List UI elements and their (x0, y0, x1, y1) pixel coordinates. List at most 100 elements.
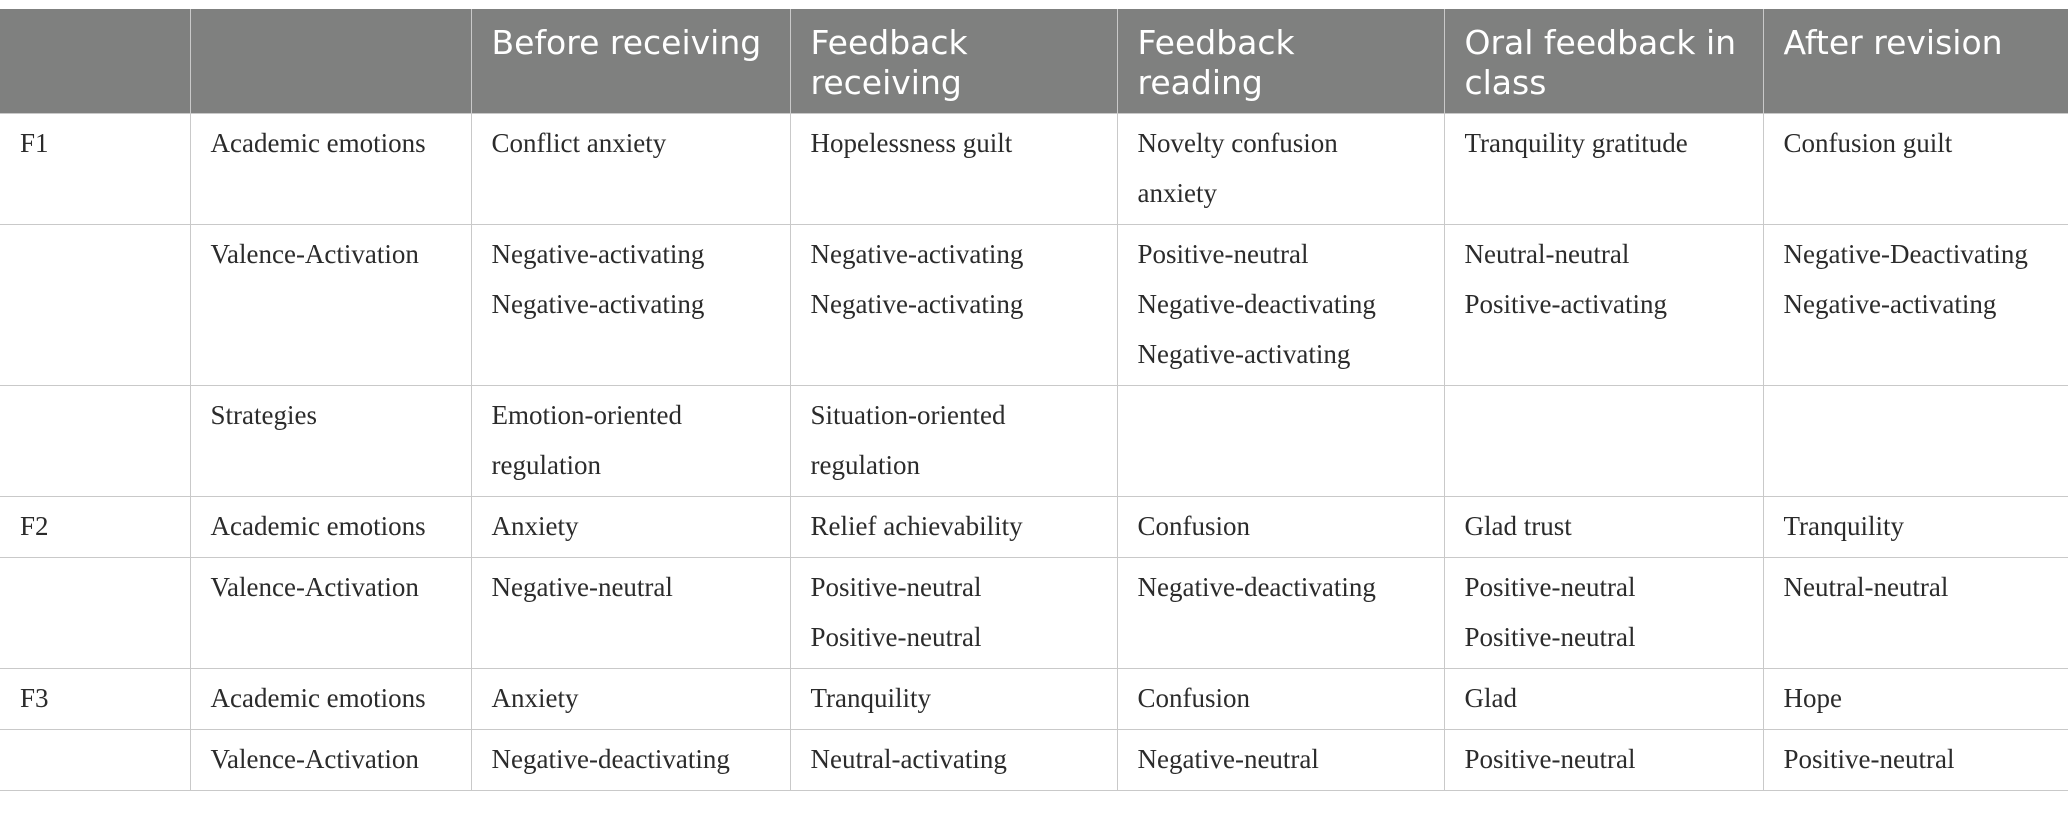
cell-text: Positive-neutral (1137, 239, 1309, 269)
cell-text: Negative-deactivating (1137, 572, 1376, 602)
cell-feedback-receiving: Tranquility (789, 668, 1118, 730)
cell-feedback-receiving: Situation-oriented regulation (789, 385, 1118, 497)
cell-dimension: Academic emotions (189, 668, 472, 730)
cell-text: Tranquility (810, 683, 932, 713)
cell-before-receiving: Negative-activating Negative-activating (470, 224, 791, 386)
cell-text: Academic emotions (210, 128, 426, 158)
cell-text: Negative-deactivating (1137, 289, 1376, 319)
table-row: F1 Academic emotions Conflict anxiety Hopel… (0, 113, 2068, 225)
table-header: Before receiving Feedback receiving Feed… (0, 9, 2068, 114)
cell-text: regulation (810, 450, 920, 480)
cell-text: Positive-neutral (1783, 744, 1955, 774)
cell-feedback-reading: Confusion (1116, 668, 1445, 730)
cell-text: Strategies (210, 400, 317, 430)
cell-feedback-reading: Negative-deactivating (1116, 557, 1445, 669)
cell-before-receiving: Emotion-oriented regulation (470, 385, 791, 497)
cell-text: F3 (20, 683, 49, 713)
table-row: Valence-Activation Negative-neutral Positi… (0, 557, 2068, 669)
cell-feedback-reading (1116, 385, 1445, 497)
cell-feedback-reading: Confusion (1116, 496, 1445, 558)
cell-text: Neutral-neutral (1783, 572, 1949, 602)
cell-feedback-reading: Positive-neutral Negative-deactivating Neg… (1116, 224, 1445, 386)
cell-text: Confusion guilt (1783, 128, 1953, 158)
table-row: F3 Academic emotions Anxiety Tranquility Con… (0, 668, 2068, 730)
cell-feedback-receiving: Neutral-activating (789, 729, 1118, 791)
cell-after-revision: Hope (1762, 668, 2068, 730)
cell-text: Academic emotions (210, 683, 426, 713)
cell-feedback-reading: Negative-neutral (1116, 729, 1445, 791)
table-row: Strategies Emotion-oriented regulation Situ… (0, 385, 2068, 497)
cell-dimension: Academic emotions (189, 113, 472, 225)
cell-text: Negative-neutral (491, 572, 673, 602)
cell-text: Negative-activating (810, 239, 1024, 269)
cell-text: Negative-activating (1783, 289, 1997, 319)
cell-feedback-receiving: Relief achievability (789, 496, 1118, 558)
cell-text: Positive-neutral (1464, 572, 1636, 602)
cell-text: Neutral-neutral (1464, 239, 1630, 269)
cell-oral-feedback: Glad (1443, 668, 1764, 730)
cell-text: Confusion (1137, 683, 1251, 713)
cell-oral-feedback: Tranquility gratitude (1443, 113, 1764, 225)
cell-dimension: Valence-Activation (189, 729, 472, 791)
header-before-receiving: Before receiving (470, 9, 791, 114)
cell-after-revision: Neutral-neutral (1762, 557, 2068, 669)
cell-before-receiving: Anxiety (470, 668, 791, 730)
cell-text: Situation-oriented (810, 400, 1006, 430)
cell-text: Neutral-activating (810, 744, 1007, 774)
cell-after-revision: Tranquility (1762, 496, 2068, 558)
cell-text: Positive-neutral (810, 572, 982, 602)
cell-participant: F1 (0, 113, 191, 225)
cell-text: Novelty confusion (1137, 128, 1338, 158)
cell-text: Academic emotions (210, 511, 426, 541)
table-row: Valence-Activation Negative-deactivating N… (0, 729, 2068, 791)
emotions-table: Before receiving Feedback receiving Feed… (0, 9, 2068, 791)
cell-text: Negative-neutral (1137, 744, 1319, 774)
cell-text: anxiety (1137, 178, 1217, 208)
cell-participant (0, 224, 191, 386)
table-row: F2 Academic emotions Anxiety Relief achieva… (0, 496, 2068, 558)
cell-text: Negative-activating (1137, 339, 1351, 369)
cell-text: Hope (1783, 683, 1842, 713)
cell-dimension: Academic emotions (189, 496, 472, 558)
cell-text: Positive-activating (1464, 289, 1667, 319)
cell-oral-feedback: Positive-neutral (1443, 729, 1764, 791)
cell-feedback-receiving: Negative-activating Negative-activating (789, 224, 1118, 386)
header-oral-feedback: Oral feedback in class (1443, 9, 1764, 114)
cell-text: Conflict anxiety (491, 128, 667, 158)
cell-text: Negative-Deactivating (1783, 239, 2028, 269)
cell-participant (0, 729, 191, 791)
cell-text: Negative-deactivating (491, 744, 730, 774)
cell-before-receiving: Negative-deactivating (470, 729, 791, 791)
cell-text: Negative-activating (491, 289, 705, 319)
cell-participant: F2 (0, 496, 191, 558)
cell-after-revision: Positive-neutral (1762, 729, 2068, 791)
table-body: F1 Academic emotions Conflict anxiety Hopel… (0, 113, 2068, 791)
table-row: Valence-Activation Negative-activating Neg… (0, 224, 2068, 386)
cell-feedback-receiving: Hopelessness guilt (789, 113, 1118, 225)
cell-oral-feedback: Positive-neutral Positive-neutral (1443, 557, 1764, 669)
cell-text: Anxiety (491, 683, 579, 713)
cell-participant: F3 (0, 668, 191, 730)
cell-feedback-receiving: Positive-neutral Positive-neutral (789, 557, 1118, 669)
cell-text: Confusion (1137, 511, 1251, 541)
cell-participant (0, 557, 191, 669)
cell-text: Hopelessness guilt (810, 128, 1013, 158)
cell-after-revision: Confusion guilt (1762, 113, 2068, 225)
cell-before-receiving: Anxiety (470, 496, 791, 558)
cell-text: Relief achievability (810, 511, 1023, 541)
cell-oral-feedback: Neutral-neutral Positive-activating (1443, 224, 1764, 386)
cell-before-receiving: Negative-neutral (470, 557, 791, 669)
cell-text: Tranquility (1783, 511, 1905, 541)
cell-text: F2 (20, 511, 49, 541)
header-dimension (189, 9, 472, 114)
cell-text: Anxiety (491, 511, 579, 541)
header-feedback-reading: Feedback reading (1116, 9, 1445, 114)
cell-text: Positive-neutral (1464, 744, 1636, 774)
header-after-revision: After revision (1762, 9, 2068, 114)
cell-text: Positive-neutral (810, 622, 982, 652)
cell-text: Emotion-oriented (491, 400, 682, 430)
cell-oral-feedback (1443, 385, 1764, 497)
cell-text: regulation (491, 450, 601, 480)
cell-text: Tranquility gratitude (1464, 128, 1688, 158)
cell-text: Glad trust (1464, 511, 1572, 541)
